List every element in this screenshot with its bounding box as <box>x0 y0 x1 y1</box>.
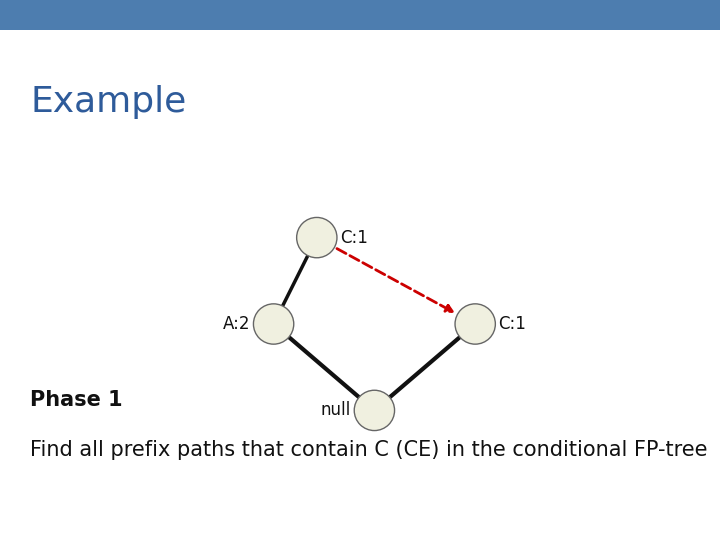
Text: A:2: A:2 <box>223 315 251 333</box>
Circle shape <box>253 304 294 344</box>
Circle shape <box>455 304 495 344</box>
Text: C:1: C:1 <box>340 228 368 247</box>
Text: Find all prefix paths that contain C (CE) in the conditional FP-tree: Find all prefix paths that contain C (CE… <box>30 440 708 460</box>
Bar <box>0 0 720 30</box>
Text: null: null <box>321 401 351 420</box>
Text: Example: Example <box>30 85 186 119</box>
Circle shape <box>354 390 395 430</box>
Text: C:1: C:1 <box>498 315 526 333</box>
Text: Phase 1: Phase 1 <box>30 390 122 410</box>
Circle shape <box>297 218 337 258</box>
